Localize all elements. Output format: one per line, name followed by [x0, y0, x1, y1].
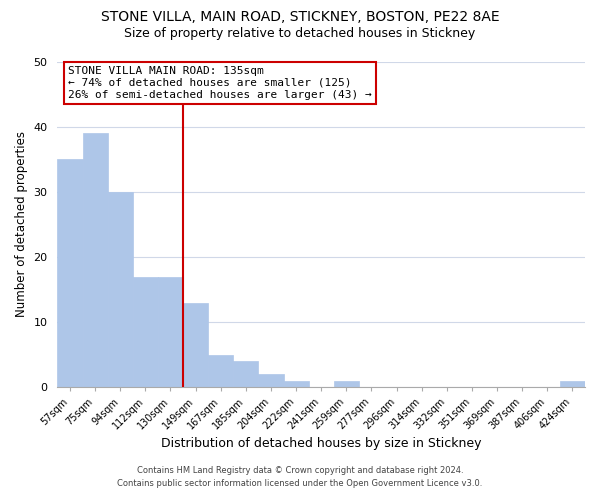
Bar [83, 133, 107, 388]
Bar [259, 374, 284, 388]
Bar [334, 381, 359, 388]
Bar [107, 192, 133, 388]
Bar [133, 276, 158, 388]
X-axis label: Distribution of detached houses by size in Stickney: Distribution of detached houses by size … [161, 437, 481, 450]
Y-axis label: Number of detached properties: Number of detached properties [15, 132, 28, 318]
Bar [158, 276, 183, 388]
Text: Contains HM Land Registry data © Crown copyright and database right 2024.
Contai: Contains HM Land Registry data © Crown c… [118, 466, 482, 487]
Bar [183, 302, 208, 388]
Bar [208, 355, 233, 388]
Bar [284, 381, 308, 388]
Bar [560, 381, 585, 388]
Text: Size of property relative to detached houses in Stickney: Size of property relative to detached ho… [124, 28, 476, 40]
Text: STONE VILLA, MAIN ROAD, STICKNEY, BOSTON, PE22 8AE: STONE VILLA, MAIN ROAD, STICKNEY, BOSTON… [101, 10, 499, 24]
Text: STONE VILLA MAIN ROAD: 135sqm
← 74% of detached houses are smaller (125)
26% of : STONE VILLA MAIN ROAD: 135sqm ← 74% of d… [68, 66, 372, 100]
Bar [233, 362, 259, 388]
Bar [58, 160, 83, 388]
